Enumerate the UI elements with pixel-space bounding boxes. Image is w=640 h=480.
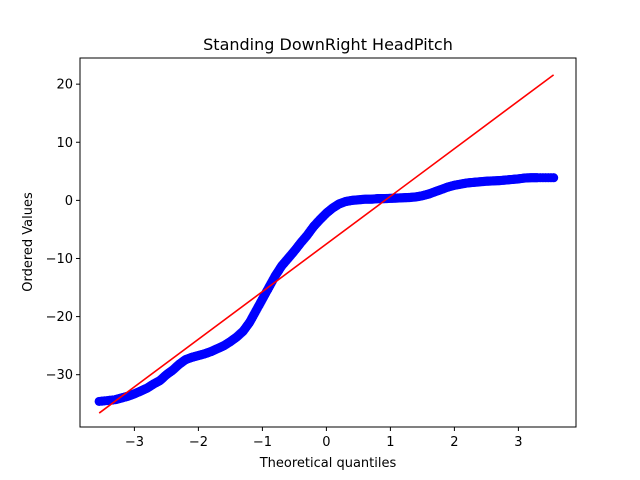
x-tick-label: −2 — [189, 435, 208, 450]
x-tick-label: 2 — [450, 435, 458, 450]
x-tick-label: −1 — [253, 435, 272, 450]
chart-title: Standing DownRight HeadPitch — [203, 35, 453, 54]
y-tick-label: −30 — [46, 368, 73, 383]
data-point — [549, 173, 559, 183]
x-tick-label: 1 — [386, 435, 394, 450]
x-axis-label: Theoretical quantiles — [259, 456, 397, 471]
y-tick-label: 10 — [56, 136, 73, 151]
reference-line — [98, 74, 555, 414]
y-axis: −30 −20 −10 0 10 20 — [46, 78, 80, 383]
plot-frame — [79, 57, 577, 428]
y-axis-label: Ordered Values — [21, 192, 36, 292]
x-axis: −3 −2 −1 0 1 2 3 — [125, 427, 523, 450]
y-tick-label: −20 — [46, 310, 73, 325]
y-tick-label: 20 — [56, 78, 73, 93]
x-tick-label: −3 — [125, 435, 144, 450]
x-tick-label: 0 — [322, 435, 330, 450]
plot-area — [94, 74, 559, 414]
y-tick-label: −10 — [46, 252, 73, 267]
x-tick-label: 3 — [514, 435, 522, 450]
y-tick-label: 0 — [65, 194, 73, 209]
